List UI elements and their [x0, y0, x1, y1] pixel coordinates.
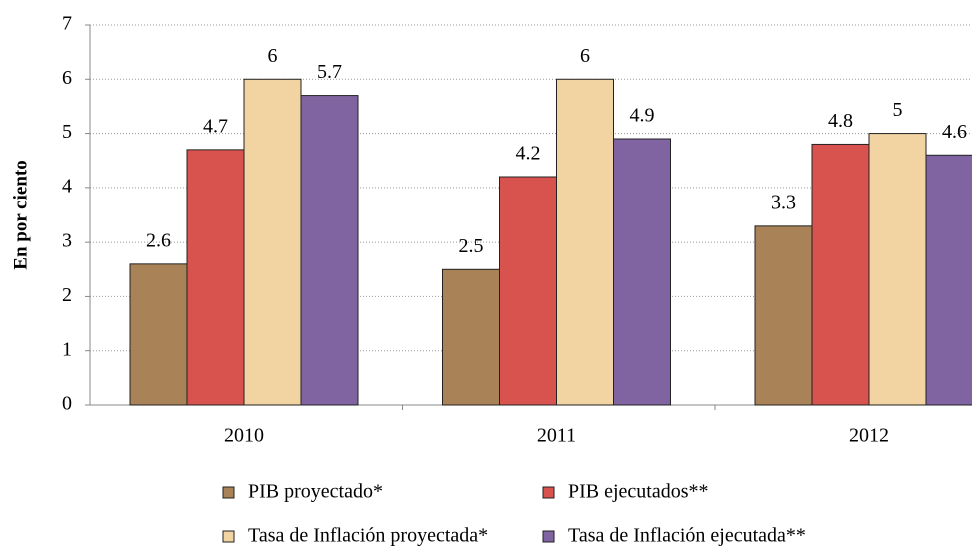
bar	[925, 154, 972, 406]
x-tick-label: 2010	[224, 425, 264, 447]
legend-label: Tasa de Inflación ejecutada**	[568, 525, 806, 547]
y-tick-label: 7	[62, 13, 72, 35]
y-tick-label: 1	[62, 338, 72, 360]
data-label: 2.6	[146, 229, 171, 251]
legend-swatch	[542, 530, 555, 543]
data-label: 4.7	[203, 115, 228, 137]
bar	[129, 263, 188, 406]
data-label: 3.3	[771, 191, 796, 213]
y-tick-label: 6	[62, 67, 72, 89]
legend-label: Tasa de Inflación proyectada*	[248, 525, 488, 547]
y-tick-label: 3	[62, 230, 72, 252]
data-label: 4.6	[942, 121, 967, 143]
data-label: 5	[893, 99, 903, 121]
data-label: 4.9	[630, 105, 655, 127]
bar	[613, 138, 671, 406]
bar	[754, 225, 813, 406]
data-label: 4.2	[516, 143, 541, 165]
x-tick-label: 2012	[849, 425, 889, 447]
data-label: 6	[268, 45, 278, 67]
legend-label: PIB ejecutados**	[568, 481, 709, 503]
legend-swatch	[222, 530, 235, 543]
data-label: 2.5	[459, 235, 484, 257]
bar	[243, 78, 302, 406]
y-tick-label: 5	[62, 121, 72, 143]
bar	[868, 133, 927, 406]
bar	[811, 143, 870, 406]
legend-swatch	[222, 486, 235, 499]
legend-swatch	[542, 486, 555, 499]
bar	[499, 176, 557, 406]
bar	[300, 95, 359, 406]
y-axis-label: En por ciento	[10, 160, 31, 269]
data-label: 5.7	[317, 61, 342, 83]
legend-label: PIB proyectado*	[248, 481, 383, 503]
bar	[186, 149, 245, 406]
data-label: 4.8	[828, 110, 853, 132]
y-tick-label: 4	[62, 175, 72, 197]
x-tick-label: 2011	[537, 425, 576, 447]
bar	[556, 78, 614, 406]
bar	[442, 268, 500, 406]
data-label: 6	[580, 45, 590, 67]
y-tick-label: 2	[62, 284, 72, 306]
y-tick-label: 0	[62, 393, 72, 415]
